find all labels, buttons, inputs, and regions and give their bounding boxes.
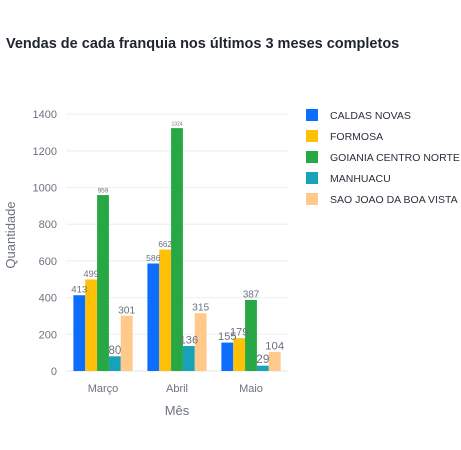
data-label: 80 <box>108 345 121 357</box>
data-label: 586 <box>146 253 161 263</box>
data-label: 315 <box>192 303 209 314</box>
x-tick-label: Abril <box>166 383 188 395</box>
bar[interactable] <box>97 195 109 371</box>
legend-label[interactable]: GOIANIA CENTRO NORTE <box>330 152 460 164</box>
bar[interactable] <box>268 351 281 371</box>
x-axis-title: Mês <box>165 403 190 418</box>
bar[interactable] <box>85 279 98 371</box>
bar[interactable] <box>245 300 257 371</box>
data-label: 179 <box>230 327 248 339</box>
bar[interactable] <box>159 249 172 371</box>
data-label: 499 <box>83 269 98 279</box>
bar[interactable] <box>120 315 133 371</box>
y-tick-label: 600 <box>39 256 57 268</box>
data-label: 959 <box>98 188 109 195</box>
y-tick-label: 400 <box>39 293 57 305</box>
y-tick-label: 1200 <box>33 146 57 158</box>
legend-swatch[interactable] <box>306 172 318 184</box>
data-label: 29 <box>256 352 269 366</box>
bar[interactable] <box>73 295 86 371</box>
bar[interactable] <box>147 263 160 371</box>
data-label: 413 <box>71 285 87 296</box>
legend-label[interactable]: FORMOSA <box>330 131 383 143</box>
legend-swatch[interactable] <box>306 109 318 121</box>
x-tick-label: Março <box>88 383 119 395</box>
y-tick-label: 0 <box>51 366 57 378</box>
data-label: 301 <box>118 305 135 316</box>
legend-swatch[interactable] <box>306 151 318 163</box>
legend-label[interactable]: CALDAS NOVAS <box>330 110 411 122</box>
data-label: 104 <box>265 340 284 352</box>
data-label: 1324 <box>171 122 182 128</box>
legend-label[interactable]: MANHUACU <box>330 173 391 185</box>
x-tick-labels: Março Abril Maio <box>88 383 263 395</box>
data-label: 155 <box>218 331 237 343</box>
bar[interactable] <box>182 346 195 371</box>
y-tick-label: 1000 <box>33 183 57 195</box>
bar[interactable] <box>194 313 207 371</box>
legend-label[interactable]: SAO JOAO DA BOA VISTA <box>330 194 458 206</box>
legend-swatch[interactable] <box>306 193 318 205</box>
y-axis-title: Quantidade <box>3 201 18 268</box>
data-label: 662 <box>158 240 172 249</box>
y-tick-label: 1400 <box>33 109 57 121</box>
bar[interactable] <box>256 365 269 371</box>
chart-title: Vendas de cada franquia nos últimos 3 me… <box>6 36 400 52</box>
data-label: 136 <box>180 335 199 347</box>
legend-swatch[interactable] <box>306 130 318 142</box>
y-tick-labels: 0 200 400 600 800 1000 1200 1400 <box>33 109 57 378</box>
bar[interactable] <box>221 342 234 371</box>
bar[interactable] <box>171 128 183 371</box>
y-tick-label: 800 <box>39 219 57 231</box>
bar[interactable] <box>108 356 121 371</box>
bar[interactable] <box>233 338 246 371</box>
x-tick-label: Maio <box>239 383 263 395</box>
legend[interactable]: CALDAS NOVAS FORMOSA GOIANIA CENTRO NORTE M… <box>306 109 460 206</box>
data-label: 387 <box>243 290 259 301</box>
y-tick-label: 200 <box>39 329 57 341</box>
bars <box>73 128 281 371</box>
